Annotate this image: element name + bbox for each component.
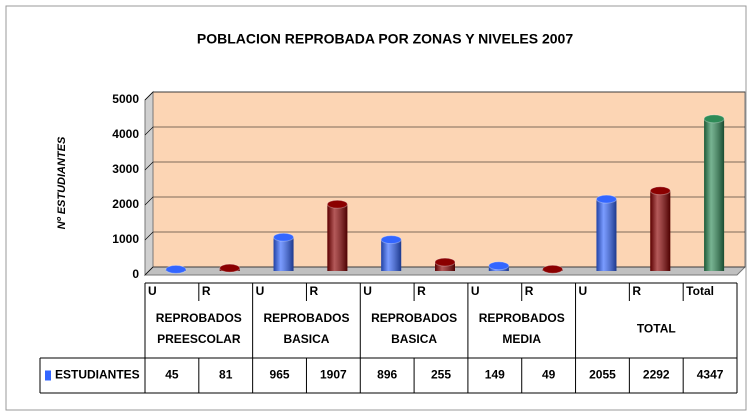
side-wall [144, 90, 154, 277]
y-tick-label: 0 [132, 267, 139, 281]
bar-top [542, 264, 564, 274]
bar-top [380, 235, 402, 245]
bar-shade [435, 262, 455, 271]
x-tick-label: U [363, 284, 372, 298]
data-value: 255 [431, 368, 451, 382]
group-label: BASICA [283, 332, 329, 346]
data-value: 49 [542, 368, 556, 382]
group-label: MEDIA [502, 332, 541, 346]
x-tick-label: R [525, 284, 534, 298]
grid-line-side [144, 126, 154, 136]
group-label: TOTAL [637, 322, 676, 336]
data-value: 2055 [589, 368, 616, 382]
data-value: 149 [485, 368, 505, 382]
y-tick-label: 4000 [112, 127, 139, 141]
x-tick-label: R [417, 284, 426, 298]
x-tick-label: U [148, 284, 157, 298]
bar-top [273, 232, 295, 242]
data-value: 2292 [643, 368, 670, 382]
grid-line-side [144, 91, 154, 101]
y-tick-label: 1000 [112, 232, 139, 246]
grid-line-side [144, 161, 154, 171]
bar-top [488, 261, 510, 271]
group-label: PREESCOLAR [157, 332, 241, 346]
x-tick-label: R [202, 284, 211, 298]
grid-line-side [144, 196, 154, 206]
grid-line-side [144, 231, 154, 241]
x-tick-label: Total [686, 284, 714, 298]
group-label: REPROBADOS [371, 311, 457, 325]
data-value: 965 [270, 368, 290, 382]
data-value: 1907 [320, 368, 347, 382]
bar-shade [327, 204, 348, 271]
bar-top [649, 186, 671, 196]
x-tick-label: R [309, 284, 318, 298]
data-value: 81 [219, 368, 233, 382]
group-label: BASICA [391, 332, 437, 346]
legend-label: ESTUDIANTES [55, 368, 140, 382]
x-tick-label: U [256, 284, 265, 298]
x-tick-label: U [471, 284, 480, 298]
bar-top [219, 263, 241, 273]
chart-title: POBLACION REPROBADA POR ZONAS Y NIVELES … [197, 31, 573, 47]
group-label: REPROBADOS [263, 311, 349, 325]
data-value: 896 [377, 368, 397, 382]
bar-top [434, 257, 456, 267]
bar-top [165, 264, 187, 274]
bar-shade [381, 239, 402, 271]
bar-shade [650, 190, 671, 271]
x-tick-label: U [579, 284, 588, 298]
group-label: REPROBADOS [156, 311, 242, 325]
group-label: REPROBADOS [479, 311, 565, 325]
back-wall [152, 91, 746, 268]
bar-shade [596, 199, 617, 271]
bar-top [703, 114, 725, 124]
legend-swatch [45, 370, 51, 381]
y-tick-label: 2000 [112, 197, 139, 211]
bar-top [326, 199, 348, 209]
y-tick-label: 5000 [112, 92, 139, 106]
data-value: 45 [165, 368, 179, 382]
y-tick-label: 3000 [112, 162, 139, 176]
data-value: 4347 [697, 368, 724, 382]
bar-top [595, 194, 617, 204]
y-axis-title: Nº ESTUDIANTES [56, 136, 68, 229]
grid-line-side [144, 266, 154, 276]
x-tick-label: R [632, 284, 641, 298]
bar-shade [704, 118, 725, 271]
bar-shade [273, 237, 294, 271]
